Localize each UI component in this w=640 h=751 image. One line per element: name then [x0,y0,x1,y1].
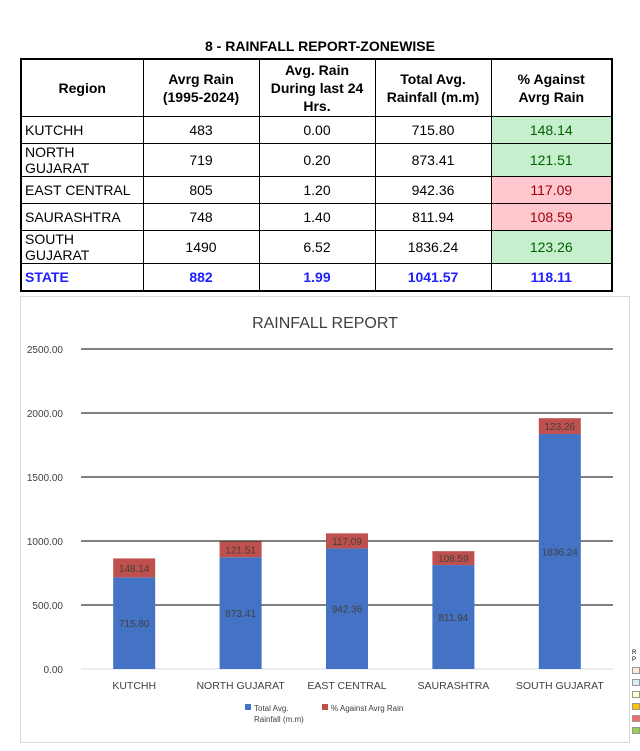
x-tick-label: SAURASHTRA [418,680,490,692]
cell-avg-rain: 1490 [142,230,260,264]
cell-avg-rain: 748 [142,203,260,231]
legend-label-total: Total Avg. [254,704,289,713]
legend-swatch [632,727,640,734]
cell-last-24: 1.20 [258,176,376,204]
header-percent-against: % Against Avrg Rain [490,58,613,117]
cell-total: 873.41 [374,143,492,177]
bar-total-rainfall [326,548,368,669]
cell-region: NORTH GUJARAT [20,143,144,177]
legend-label-percent: % Against Avrg Rain [331,704,403,713]
y-tick-label: 0.00 [44,665,64,676]
y-tick-label: 2500.00 [27,345,64,356]
y-tick-label: 1000.00 [27,537,64,548]
chart-title: RAINFALL REPORT [252,315,398,332]
bar-total-rainfall [113,577,156,669]
data-label-total: 942.36 [332,605,363,616]
cell-region: KUTCHH [20,116,144,144]
cell-last-24: 1.40 [258,203,376,231]
data-label-total: 873.41 [225,609,256,620]
legend-swatch [632,679,640,686]
table-row: EAST CENTRAL 805 1.20 942.36 117.09 [20,176,613,204]
cell-total: 811.94 [374,203,492,231]
data-label-percent: 123.26 [545,422,576,433]
header-region: Region [20,58,144,117]
cell-percent: 118.11 [490,263,613,292]
legend-swatch [632,703,640,710]
legend-swatch [632,691,640,698]
cell-percent: 108.59 [490,203,613,231]
cell-region: SOUTH GUJARAT [20,230,144,264]
legend-label-total: Rainfall (m.m) [254,715,304,724]
side-fragment-letter: P [632,657,637,663]
cell-percent: 121.51 [490,143,613,177]
cell-avg-rain: 719 [142,143,260,177]
bar-percent-against [326,533,368,549]
cell-total: 942.36 [374,176,492,204]
bar-total-rainfall [219,557,262,669]
legend-swatch-percent [322,704,328,710]
y-tick-label: 2000.00 [27,409,64,420]
bar-percent-against [432,551,475,566]
y-tick-label: 500.00 [32,601,63,612]
header-total-rainfall: Total Avg. Rainfall (m.m) [374,58,492,117]
side-legend-fragment: R P [632,650,640,739]
data-label-total: 715.80 [119,619,150,630]
cell-avg-rain: 805 [142,176,260,204]
data-label-percent: 148.14 [119,564,150,575]
cell-region: EAST CENTRAL [20,176,144,204]
x-tick-label: NORTH GUJARAT [196,680,285,692]
cell-percent: 123.26 [490,230,613,264]
table-header-row: Region Avrg Rain (1995-2024) Avg. Rain Dur… [20,58,613,117]
bar-percent-against [538,418,581,434]
cell-avg-rain: 882 [142,263,260,292]
cell-percent: 148.14 [490,116,613,144]
x-tick-label: SOUTH GUJARAT [516,680,604,692]
cell-last-24: 6.52 [258,230,376,264]
header-last-24: Avg. Rain During last 24 Hrs. [258,58,376,117]
bar-total-rainfall [538,433,581,669]
legend-swatch [632,715,640,722]
cell-last-24: 0.00 [258,116,376,144]
legend-swatch [632,667,640,674]
report-title: 8 - RAINFALL REPORT-ZONEWISE [205,38,435,54]
data-label-total: 811.94 [438,613,468,624]
table-row: SAURASHTRA 748 1.40 811.94 108.59 [20,203,613,231]
y-tick-label: 1500.00 [27,473,64,484]
header-avg-rain: Avrg Rain (1995-2024) [142,58,260,117]
rainfall-table: Region Avrg Rain (1995-2024) Avg. Rain Dur… [20,58,613,292]
cell-total: 1041.57 [374,263,492,292]
data-label-total: 1836.24 [542,547,579,558]
table-row: KUTCHH 483 0.00 715.80 148.14 [20,116,613,144]
cell-total: 715.80 [374,116,492,144]
rainfall-chart: RAINFALL REPORT 0.00 500.00 1000.00 1500.00… [20,296,630,743]
data-label-percent: 117.09 [332,537,362,548]
table-row: SOUTH GUJARAT 1490 6.52 1836.24 123.26 [20,230,613,264]
cell-region: STATE [20,263,144,292]
data-label-percent: 121.51 [225,545,256,556]
bar-percent-against [219,541,262,558]
state-total-row: STATE 882 1.99 1041.57 118.11 [20,263,613,292]
cell-total: 1836.24 [374,230,492,264]
cell-percent: 117.09 [490,176,613,204]
cell-region: SAURASHTRA [20,203,144,231]
x-tick-label: KUTCHH [112,680,156,692]
bar-total-rainfall [432,565,475,669]
cell-last-24: 1.99 [258,263,376,292]
chart-canvas: RAINFALL REPORT 0.00 500.00 1000.00 1500.00… [27,315,613,724]
side-fragment-letter: R [632,650,637,656]
x-tick-label: EAST CENTRAL [307,680,386,692]
table-row: NORTH GUJARAT 719 0.20 873.41 121.51 [20,143,613,177]
cell-last-24: 0.20 [258,143,376,177]
cell-avg-rain: 483 [142,116,260,144]
bar-percent-against [113,558,156,578]
legend-swatch-total [245,704,251,710]
data-label-percent: 108.59 [438,554,469,565]
